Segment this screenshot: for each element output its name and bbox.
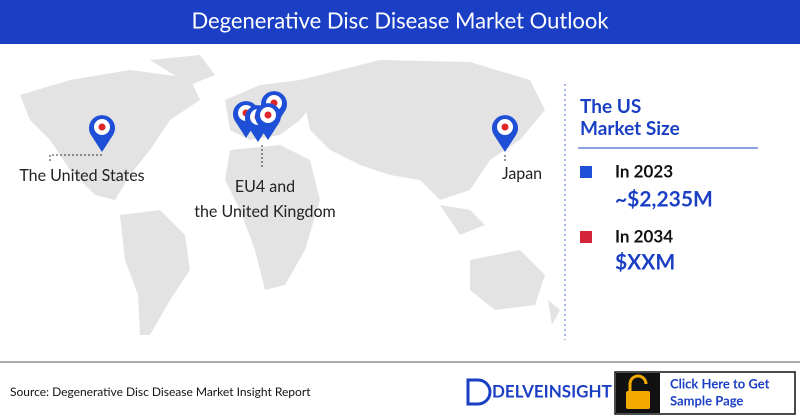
map-label: EU4 and bbox=[235, 177, 295, 196]
source: Source: Degenerative Disc Disease Market… bbox=[10, 384, 311, 399]
panel-heading: Market Size bbox=[580, 117, 680, 140]
map-label: the United Kingdom bbox=[194, 202, 335, 221]
lock-shackle bbox=[628, 374, 648, 392]
map-label: The United States bbox=[19, 166, 144, 185]
logo: DELVEINSIGHT bbox=[492, 380, 612, 401]
bullet bbox=[580, 231, 592, 243]
value: ~$2,235M bbox=[615, 186, 713, 211]
logo-mark bbox=[466, 378, 492, 406]
button-label[interactable]: Sample Page bbox=[670, 392, 743, 408]
year: In 2023 bbox=[615, 160, 673, 181]
lock-body bbox=[626, 391, 650, 409]
connectors bbox=[49, 145, 506, 168]
year: In 2034 bbox=[615, 225, 673, 246]
bullet bbox=[580, 166, 592, 178]
panel-heading: The US bbox=[580, 95, 641, 118]
sample-button[interactable]: Click Here to Get Sample Page bbox=[614, 371, 796, 415]
value: $XXM bbox=[615, 249, 675, 274]
button-label[interactable]: Click Here to Get bbox=[670, 375, 770, 391]
header-bar bbox=[0, 0, 800, 44]
map-label: Japan bbox=[502, 164, 542, 183]
title: Degenerative Disc Disease Market Outlook bbox=[191, 7, 609, 34]
